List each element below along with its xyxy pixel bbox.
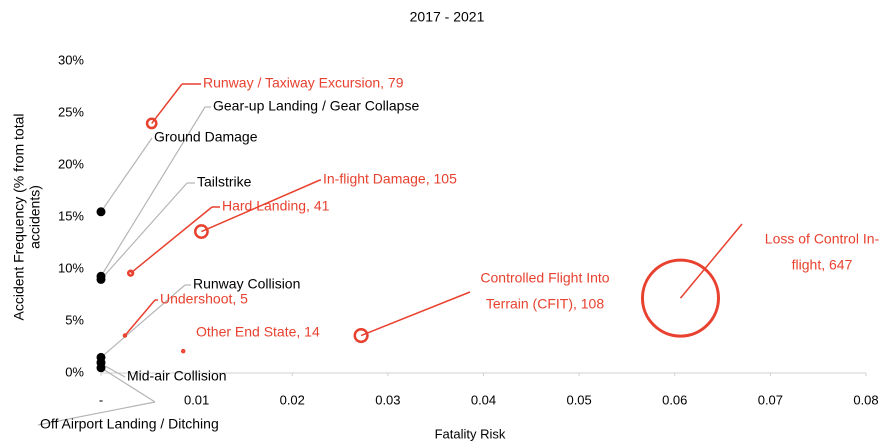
point-label: Runway Collision bbox=[193, 276, 300, 292]
x-tick-label: 0.01 bbox=[184, 392, 209, 407]
y-tick-label: 15% bbox=[58, 208, 84, 223]
leader-line bbox=[360, 291, 471, 337]
x-tick-label: 0.05 bbox=[566, 392, 591, 407]
x-tick-label: 0.06 bbox=[662, 392, 687, 407]
y-axis-label: Accident Frequency (% from total acciden… bbox=[11, 114, 43, 321]
point-label: Ground Damage bbox=[154, 129, 258, 145]
leader-line bbox=[100, 367, 156, 403]
y-tick-label: 10% bbox=[58, 260, 84, 275]
y-axis-label-line: accidents) bbox=[27, 185, 43, 249]
y-tick-label: 0% bbox=[65, 364, 84, 379]
leader-line bbox=[100, 137, 153, 213]
y-tick-label: 20% bbox=[58, 156, 84, 171]
leader-line bbox=[100, 284, 186, 358]
x-tick-label: 0.07 bbox=[758, 392, 783, 407]
bubble bbox=[96, 274, 106, 284]
leader-line bbox=[130, 206, 213, 274]
x-tick-label: 0.03 bbox=[375, 392, 400, 407]
point-label: In-flight Damage, 105 bbox=[323, 171, 457, 187]
bubble bbox=[96, 363, 106, 373]
bubble bbox=[193, 224, 209, 239]
x-tick-label: 0.08 bbox=[853, 392, 878, 407]
bubble bbox=[353, 327, 369, 344]
x-axis-label: Fatality Risk bbox=[435, 426, 506, 441]
bubble bbox=[96, 207, 106, 217]
x-tick-label: 0.02 bbox=[280, 392, 305, 407]
point-label: Gear-up Landing / Gear Collapse bbox=[213, 98, 419, 114]
y-tick-label: 25% bbox=[58, 104, 84, 119]
leader-line bbox=[100, 182, 188, 280]
point-label: Undershoot, 5 bbox=[160, 291, 248, 307]
y-axis-label-line: Accident Frequency (% from total bbox=[11, 114, 27, 321]
point-label: Tailstrike bbox=[197, 174, 252, 190]
leader-elbow bbox=[37, 401, 156, 426]
bubble bbox=[145, 117, 158, 130]
y-tick-label: 5% bbox=[65, 312, 84, 327]
point-label: Other End State, 14 bbox=[196, 324, 320, 340]
chart-title: 2017 - 2021 bbox=[410, 9, 485, 25]
leader-elbow bbox=[104, 365, 126, 378]
bubble bbox=[122, 333, 128, 338]
x-tick-label: 0.04 bbox=[471, 392, 496, 407]
point-label: Terrain (CFIT), 108 bbox=[486, 296, 604, 312]
leader-line bbox=[201, 179, 321, 233]
leader-line bbox=[151, 83, 183, 124]
y-tick-label: 30% bbox=[58, 52, 84, 67]
point-label: Hard Landing, 41 bbox=[222, 198, 330, 214]
point-label: Runway / Taxiway Excursion, 79 bbox=[203, 75, 404, 91]
point-label: Controlled Flight Into bbox=[480, 270, 609, 286]
bubble bbox=[126, 269, 135, 277]
point-label: Loss of Control In- bbox=[765, 231, 880, 247]
bubble bbox=[640, 258, 720, 338]
point-label: Off Airport Landing / Ditching bbox=[40, 416, 219, 432]
bubble bbox=[180, 348, 186, 354]
leader-line bbox=[124, 299, 156, 337]
x-tick-label: - bbox=[99, 392, 103, 407]
leader-line bbox=[679, 223, 743, 299]
point-label: Mid-air Collision bbox=[127, 368, 227, 384]
point-label: flight, 647 bbox=[792, 257, 853, 273]
leader-line bbox=[100, 106, 206, 277]
